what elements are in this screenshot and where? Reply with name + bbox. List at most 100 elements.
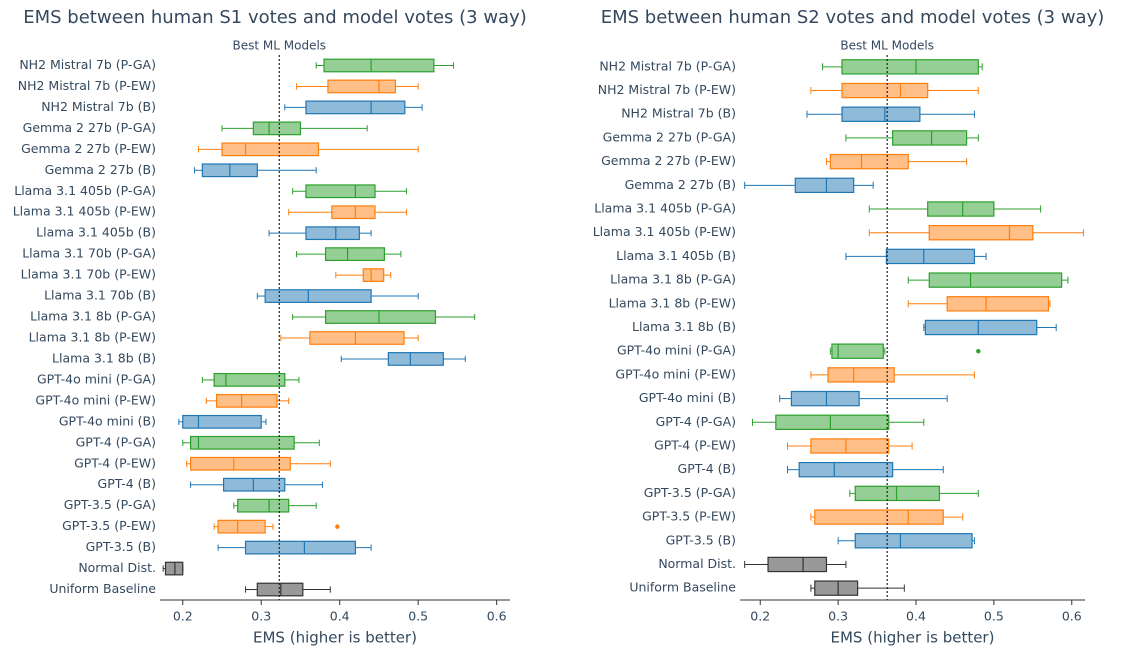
row-label: Llama 3.1 405b (P-EW) — [593, 224, 736, 239]
row-label: GPT-4o mini (B) — [639, 390, 736, 405]
reference-label: Best ML Models — [840, 39, 934, 53]
row-label: GPT-4o mini (P-GA) — [37, 371, 156, 386]
row-label: GPT-4 (B) — [98, 476, 156, 491]
box — [827, 367, 895, 383]
box — [946, 296, 1049, 312]
box — [927, 201, 995, 217]
row-label: Gemma 2 27b (P-EW) — [601, 153, 736, 168]
box — [244, 540, 357, 555]
box — [305, 100, 406, 115]
row-label: Uniform Baseline — [49, 581, 156, 596]
x-tick-label: 0.4 — [906, 609, 926, 624]
row-label: GPT-3.5 (P-GA) — [644, 485, 736, 500]
x-tick-label: 0.2 — [173, 609, 193, 624]
box — [928, 272, 1063, 288]
row-label: Gemma 2 27b (B) — [625, 177, 736, 192]
box — [814, 509, 944, 525]
box — [841, 106, 921, 122]
box — [794, 177, 855, 194]
box — [775, 414, 890, 430]
x-tick-label: 0.5 — [984, 609, 1004, 624]
row-label: GPT-3.5 (P-EW) — [642, 509, 736, 524]
box — [854, 485, 940, 502]
x-tick-label: 0.3 — [828, 609, 848, 624]
row-label: GPT-3.5 (P-GA) — [64, 497, 156, 512]
row-label: Llama 3.1 70b (B) — [44, 288, 156, 303]
row-label: GPT-4o mini (P-EW) — [35, 392, 156, 407]
row-label: Llama 3.1 70b (P-GA) — [22, 246, 156, 261]
box — [829, 153, 909, 170]
box — [309, 331, 405, 345]
box — [327, 79, 397, 94]
x-tick-label: 0.2 — [750, 609, 770, 624]
row-label: Normal Dist. — [78, 560, 156, 575]
row-label: NH2 Mistral 7b (B) — [41, 99, 156, 114]
box — [264, 289, 372, 303]
row-label: Gemma 2 27b (P-GA) — [603, 129, 736, 144]
box — [217, 519, 266, 534]
row-label: Llama 3.1 405b (P-GA) — [594, 201, 736, 216]
row-label: GPT-4 (P-EW) — [74, 455, 156, 470]
box — [854, 533, 973, 549]
box — [928, 225, 1034, 241]
box — [182, 414, 262, 429]
box — [767, 556, 828, 573]
box — [237, 498, 290, 513]
row-label: GPT-3.5 (P-EW) — [62, 518, 156, 533]
box — [256, 582, 304, 597]
chart-title: EMS between human S1 votes and model vot… — [23, 7, 527, 28]
row-label: Llama 3.1 70b (P-EW) — [21, 267, 156, 282]
row-label: NH2 Mistral 7b (P-GA) — [19, 57, 156, 72]
box — [798, 461, 894, 478]
box — [221, 142, 320, 157]
box — [331, 205, 376, 220]
box — [814, 580, 859, 596]
box — [790, 390, 860, 407]
x-axis-label: EMS (higher is better) — [253, 629, 417, 647]
row-label: GPT-4 (P-GA) — [656, 414, 736, 429]
box — [190, 456, 291, 471]
box — [324, 310, 437, 324]
row-label: GPT-4 (B) — [678, 461, 736, 476]
row-label: Normal Dist. — [658, 556, 736, 571]
row-label: Gemma 2 27b (P-GA) — [23, 120, 156, 135]
row-label: Llama 3.1 405b (P-EW) — [13, 204, 156, 219]
row-label: GPT-4o mini (P-GA) — [617, 343, 736, 358]
box — [324, 247, 386, 262]
reference-label: Best ML Models — [233, 39, 327, 53]
row-label: GPT-3.5 (B) — [666, 532, 736, 547]
x-axis-label: EMS (higher is better) — [831, 629, 995, 647]
box — [213, 373, 286, 387]
row-label: NH2 Mistral 7b (P-EW) — [18, 78, 156, 93]
row-label: GPT-4o mini (P-EW) — [615, 366, 736, 381]
outlier — [335, 524, 340, 529]
box — [323, 58, 435, 73]
row-label: Llama 3.1 405b (P-GA) — [14, 183, 156, 198]
row-label: Llama 3.1 8b (P-EW) — [609, 295, 736, 310]
row-label: NH2 Mistral 7b (B) — [621, 106, 736, 121]
row-label: Gemma 2 27b (P-EW) — [21, 141, 156, 156]
x-tick-label: 0.5 — [408, 609, 428, 624]
row-label: GPT-3.5 (B) — [86, 539, 156, 554]
row-label: NH2 Mistral 7b (P-EW) — [598, 82, 736, 97]
row-label: GPT-4o mini (B) — [59, 413, 156, 428]
x-tick-label: 0.3 — [251, 609, 271, 624]
row-label: Gemma 2 27b (B) — [45, 162, 156, 177]
box — [305, 184, 376, 199]
box — [841, 82, 929, 99]
box — [190, 435, 295, 450]
box — [387, 352, 444, 366]
box — [810, 438, 890, 454]
row-label: GPT-4 (P-GA) — [76, 434, 156, 449]
box — [362, 268, 385, 282]
outlier — [976, 348, 981, 354]
row-label: NH2 Mistral 7b (P-GA) — [599, 58, 736, 73]
x-tick-label: 0.4 — [330, 609, 350, 624]
box — [831, 343, 884, 359]
row-label: Llama 3.1 8b (B) — [52, 350, 156, 365]
row-label: Llama 3.1 8b (P-GA) — [30, 309, 156, 324]
chart-title: EMS between human S2 votes and model vot… — [601, 7, 1105, 28]
row-label: Llama 3.1 8b (P-GA) — [610, 272, 736, 287]
box — [252, 121, 302, 136]
